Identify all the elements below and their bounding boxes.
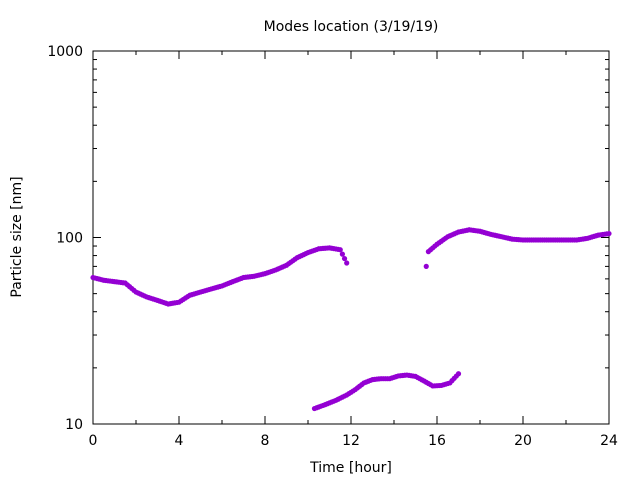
data-points <box>90 227 612 412</box>
y-tick-label: 1000 <box>47 44 83 60</box>
data-point <box>455 371 462 377</box>
data-point <box>339 251 345 257</box>
x-tick-label: 12 <box>342 433 360 449</box>
x-tick-label: 16 <box>428 433 446 449</box>
x-axis-label: Time [hour] <box>309 460 392 476</box>
x-tick-label: 4 <box>175 433 184 449</box>
chart-title: Modes location (3/19/19) <box>264 19 439 35</box>
data-point <box>337 247 343 253</box>
data-point <box>606 230 612 237</box>
data-point <box>344 260 350 266</box>
y-tick-label: 100 <box>56 231 83 247</box>
y-axis: 10 100 1000 <box>47 44 609 433</box>
data-point <box>341 255 348 262</box>
y-axis-label: Particle size [nm] <box>9 176 25 297</box>
y-tick-label: 10 <box>65 417 83 433</box>
x-tick-label: 0 <box>89 433 98 449</box>
data-point <box>423 263 429 269</box>
x-axis: 0 4 8 12 16 20 24 <box>89 51 618 449</box>
x-tick-label: 24 <box>600 433 618 449</box>
x-tick-label: 8 <box>261 433 270 449</box>
x-tick-label: 20 <box>514 433 532 449</box>
